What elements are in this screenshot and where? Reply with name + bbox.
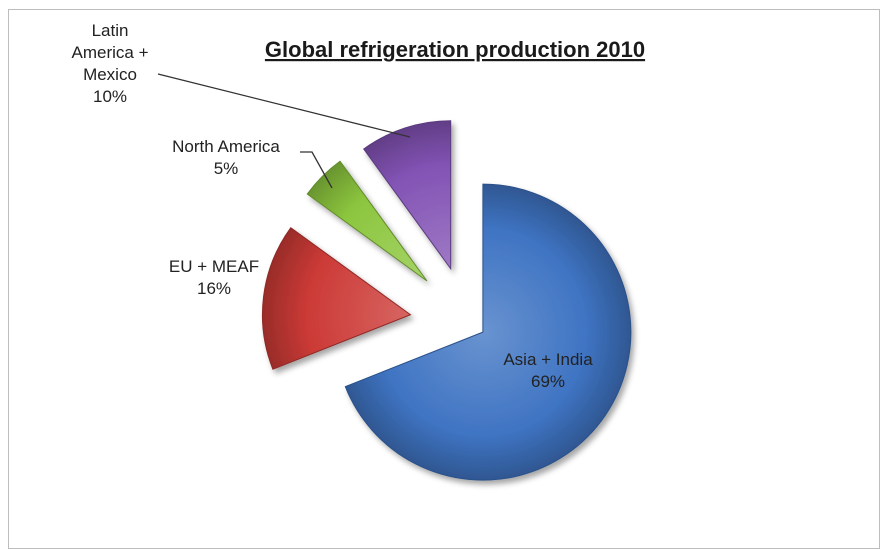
slice-label-line: 69% [531, 372, 565, 391]
pie-slice-asia-india [344, 183, 632, 481]
slice-label-line: EU + MEAF [169, 257, 259, 276]
slice-label-line: America + [72, 43, 149, 62]
pie-slice-eu-meaf [262, 227, 412, 370]
slice-label-line: 10% [93, 87, 127, 106]
slice-label-line: Asia + India [503, 350, 593, 369]
slice-labels: Asia + India 69% EU + MEAF 16% North America… [72, 21, 594, 391]
slices-layer [262, 120, 632, 481]
leader-lines [157, 73, 411, 189]
slice-label-eu-meaf: EU + MEAF 16% [169, 257, 259, 298]
slice-label-line: North America [172, 137, 280, 156]
slice-label-line: 5% [214, 159, 239, 178]
slice-label-latin-america-mexico: Latin America + Mexico 10% [72, 21, 149, 106]
chart-title: Global refrigeration production 2010 [265, 37, 645, 62]
slice-label-asia-india: Asia + India 69% [503, 350, 593, 391]
leader-line-latin-america-mexico [157, 73, 411, 138]
pie-slice-latin-america-mexico [363, 120, 452, 271]
pie-slice-north-america [306, 160, 428, 282]
leader-line-north-america [300, 151, 333, 189]
slice-label-line: Latin [92, 21, 129, 40]
slice-label-north-america: North America 5% [172, 137, 280, 178]
slice-label-line: 16% [197, 279, 231, 298]
slice-label-line: Mexico [83, 65, 137, 84]
